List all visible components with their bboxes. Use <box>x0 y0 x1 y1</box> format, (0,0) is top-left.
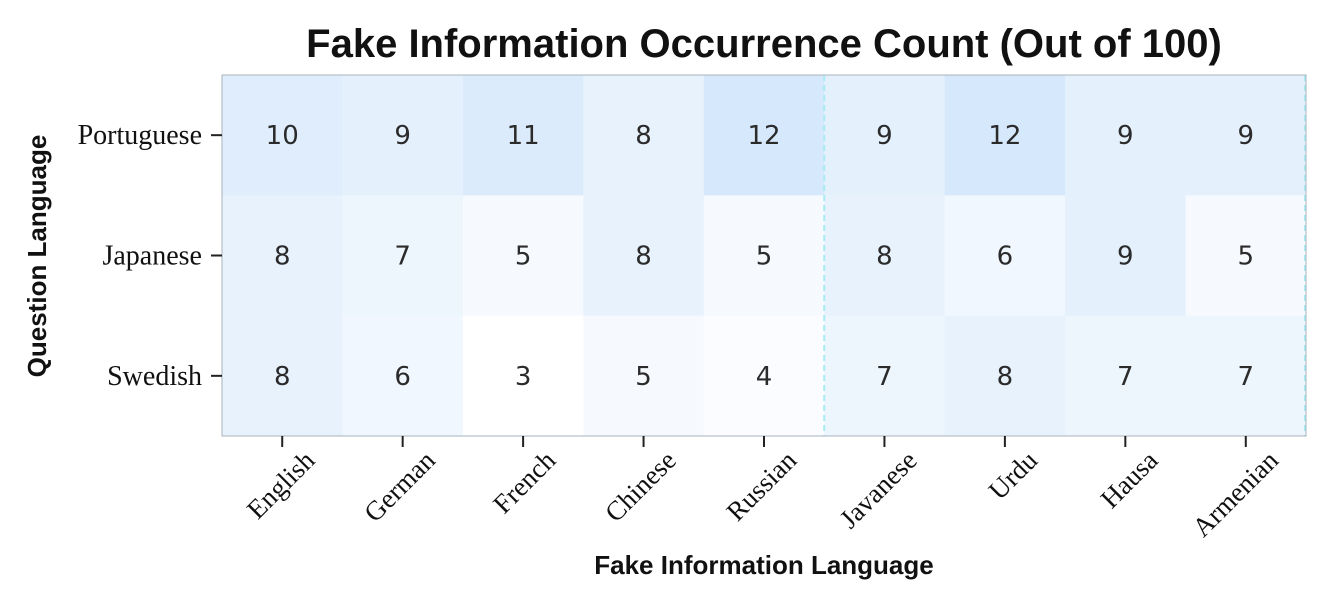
cell-value-label: 3 <box>515 362 532 392</box>
cell-value-label: 9 <box>1117 121 1134 151</box>
cell-value-label: 5 <box>515 242 532 272</box>
heatmap-cell <box>944 195 1066 317</box>
y-axis-ticks: Portuguese Japanese Swedish <box>78 120 222 392</box>
heatmap-cell <box>583 315 705 437</box>
cell-value-label: 10 <box>266 121 299 151</box>
heatmap-cell <box>462 75 584 196</box>
cell-value-label: 8 <box>876 242 893 272</box>
heatmap-cell <box>824 75 946 196</box>
heatmap-cell <box>824 315 946 437</box>
heatmap-cell <box>703 195 825 317</box>
heatmap-cell <box>462 315 584 437</box>
heatmap-cell <box>222 315 343 437</box>
x-tick-label: Russian <box>721 445 803 527</box>
x-axis-ticks: English German French Chinese Russian Javanes… <box>241 436 1284 543</box>
cell-value-label: 5 <box>1238 242 1255 272</box>
x-tick-label: Urdu <box>983 445 1044 506</box>
cell-value-label: 8 <box>274 242 291 272</box>
heatmap-cell <box>703 75 825 196</box>
heatmap-cell <box>944 315 1066 437</box>
heatmap-cell <box>1065 315 1187 437</box>
heatmap-cell <box>1065 75 1187 196</box>
cell-value-label: 4 <box>756 362 773 392</box>
separator-lines <box>823 75 1306 436</box>
heatmap-cell <box>342 75 464 196</box>
x-tick-label: Chinese <box>599 445 682 528</box>
cell-value-label: 7 <box>1238 362 1255 392</box>
y-tick-label: Portuguese <box>78 120 202 151</box>
x-tick-label: Armenian <box>1186 445 1284 543</box>
heatmap-cell <box>342 195 464 317</box>
heatmap-cell <box>1185 195 1307 317</box>
cell-value-label: 6 <box>394 362 411 392</box>
heatmap-cell <box>944 75 1066 196</box>
cell-value-label: 6 <box>997 242 1014 272</box>
heatmap-cell <box>583 75 705 196</box>
cell-value-label: 8 <box>997 362 1014 392</box>
heatmap-cell <box>1065 195 1187 317</box>
heatmap-cell <box>462 195 584 317</box>
cell-value-label: 9 <box>1238 121 1255 151</box>
heatmap-cell <box>703 315 825 437</box>
cell-value-label: 8 <box>274 362 291 392</box>
heatmap-cells: 10 9 11 8 12 9 12 9 9 8 7 5 8 5 8 6 9 5 8 6 3 5 4 7 8 7 7 <box>222 75 1307 437</box>
cell-value-label: 12 <box>747 121 780 151</box>
cell-value-label: 12 <box>988 121 1021 151</box>
cell-value-label: 7 <box>1117 362 1134 392</box>
heatmap-cell <box>1185 315 1307 437</box>
cell-value-label: 7 <box>394 242 411 272</box>
x-tick-label: Javanese <box>834 445 923 534</box>
heatmap-cell <box>222 195 343 317</box>
x-axis-title: Fake Information Language <box>594 550 934 580</box>
x-tick-label: French <box>487 445 562 520</box>
x-tick-label: German <box>358 445 441 528</box>
x-tick-label: English <box>241 445 321 525</box>
cell-value-label: 8 <box>635 121 652 151</box>
cell-value-label: 9 <box>1117 242 1134 272</box>
heatmap-cell <box>583 195 705 317</box>
cell-value-label: 8 <box>635 242 652 272</box>
y-tick-label: Swedish <box>107 361 202 392</box>
cell-value-label: 5 <box>635 362 652 392</box>
cell-value-label: 9 <box>876 121 893 151</box>
heatmap-cell <box>222 75 343 196</box>
cell-value-label: 5 <box>756 242 773 272</box>
heatmap-cell <box>1185 75 1307 196</box>
y-axis-title: Question Language <box>22 135 52 378</box>
x-tick-label: Hausa <box>1095 445 1164 514</box>
heatmap-cell <box>824 195 946 317</box>
y-tick-label: Japanese <box>102 241 202 272</box>
cell-value-label: 9 <box>394 121 411 151</box>
cell-value-label: 7 <box>876 362 893 392</box>
heatmap-cell <box>342 315 464 437</box>
chart-title: Fake Information Occurrence Count (Out o… <box>306 22 1222 66</box>
cell-value-label: 11 <box>507 121 540 151</box>
